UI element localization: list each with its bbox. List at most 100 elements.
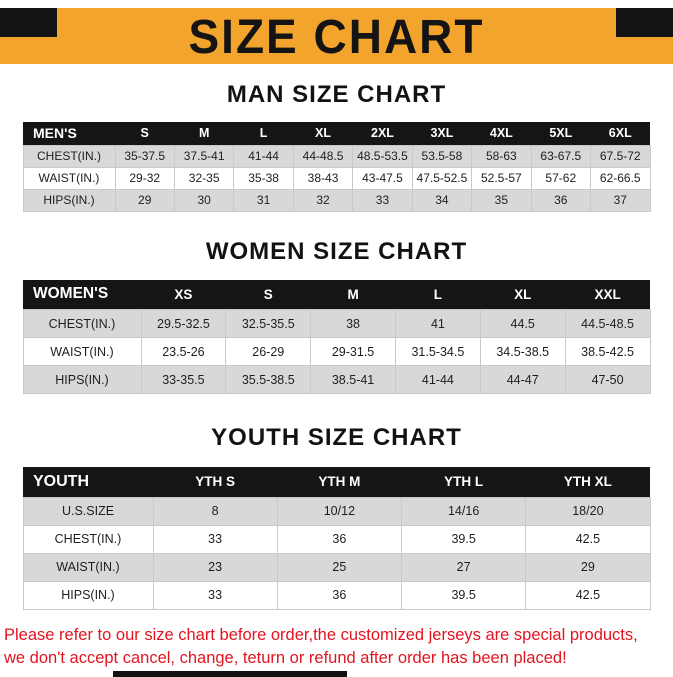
men-table-header: MEN'S S M L XL 2XL 3XL 4XL 5XL 6XL — [23, 122, 650, 145]
measurement-value: 41-44 — [233, 144, 294, 168]
measurement-value: 53.5-58 — [411, 144, 473, 168]
measurement-label: CHEST(IN.) — [22, 524, 154, 554]
women-table-header: WOMEN'S XS S M L XL XXL — [23, 279, 650, 310]
measurement-row: WAIST(IN.) 23.5-26 26-29 29-31.5 31.5-34.5 34… — [22, 337, 651, 366]
size-column-header: L — [233, 122, 294, 145]
table-corner-cell: WOMEN'S — [23, 279, 141, 310]
youth-table-body: U.S.SIZE 8 10/12 14/16 18/20 CHEST(IN.) 33 36 39… — [22, 496, 651, 610]
measurement-value: 29.5-32.5 — [140, 309, 227, 338]
women-table-body: CHEST(IN.) 29.5-32.5 32.5-35.5 38 41 44.5 44.5… — [22, 309, 651, 394]
measurement-value: 42.5 — [525, 524, 651, 554]
measurement-label: CHEST(IN.) — [22, 309, 142, 338]
measurement-value: 25 — [276, 552, 403, 582]
order-policy-note: Please refer to our size chart before or… — [4, 624, 673, 672]
measurement-row: CHEST(IN.) 33 36 39.5 42.5 — [22, 524, 651, 554]
order-policy-line-1: Please refer to our size chart before or… — [4, 625, 638, 644]
measurement-value: 29 — [525, 552, 651, 582]
measurement-value: 62-66.5 — [590, 166, 651, 190]
measurement-value: 30 — [173, 188, 235, 212]
measurement-value: 47.5-52.5 — [411, 166, 473, 190]
measurement-value: 36 — [530, 188, 592, 212]
size-column-header: M — [310, 279, 396, 310]
man-size-chart-section: MAN SIZE CHART MEN'S S M L XL 2XL 3XL 4XL 5XL 6XL… — [0, 81, 673, 212]
size-column-header: XS — [141, 279, 226, 310]
table-corner-cell: MEN'S — [23, 122, 115, 145]
measurement-value: 44.5-48.5 — [564, 309, 651, 338]
measurement-value: 32.5-35.5 — [225, 309, 312, 338]
measurement-label: WAIST(IN.) — [22, 337, 142, 366]
measurement-value: 39.5 — [400, 580, 527, 610]
measurement-label: WAIST(IN.) — [22, 166, 116, 190]
measurement-value: 44.5 — [479, 309, 566, 338]
measurement-value: 8 — [152, 496, 278, 526]
measurement-value: 47-50 — [564, 365, 651, 394]
measurement-value: 33 — [352, 188, 413, 212]
measurement-row: HIPS(IN.) 33 36 39.5 42.5 — [22, 580, 651, 610]
size-column-header: YTH L — [401, 467, 526, 497]
size-column-header: YTH M — [277, 467, 402, 497]
size-column-header: XL — [293, 122, 353, 145]
order-policy-line-2: we don't accept cancel, change, teturn o… — [4, 649, 567, 668]
measurement-value: 34.5-38.5 — [479, 337, 566, 366]
measurement-value: 33 — [152, 524, 278, 554]
measurement-value: 33-35.5 — [140, 365, 227, 394]
measurement-value: 18/20 — [525, 496, 651, 526]
measurement-row: WAIST(IN.) 29-32 32-35 35-38 38-43 43-47.5 47.… — [22, 166, 651, 190]
measurement-label: CHEST(IN.) — [22, 144, 116, 168]
measurement-label: HIPS(IN.) — [22, 580, 154, 610]
measurement-value: 58-63 — [471, 144, 532, 168]
women-size-chart-section: WOMEN SIZE CHART WOMEN'S XS S M L XL XXL CHEST… — [0, 238, 673, 394]
measurement-row: WAIST(IN.) 23 25 27 29 — [22, 552, 651, 582]
measurement-value: 41-44 — [394, 365, 481, 394]
measurement-value: 44-47 — [479, 365, 566, 394]
size-column-header: YTH S — [153, 467, 278, 497]
measurement-value: 36 — [276, 580, 403, 610]
measurement-value: 31 — [233, 188, 294, 212]
measurement-value: 29-32 — [114, 166, 175, 190]
measurement-value: 36 — [276, 524, 403, 554]
measurement-value: 34 — [411, 188, 473, 212]
table-corner-cell: YOUTH — [23, 467, 153, 497]
measurement-value: 27 — [400, 552, 527, 582]
measurement-value: 48.5-53.5 — [352, 144, 413, 168]
size-column-header: 6XL — [590, 122, 650, 145]
measurement-value: 57-62 — [530, 166, 592, 190]
measurement-value: 37 — [590, 188, 651, 212]
table-header-row: WOMEN'S XS S M L XL XXL — [23, 279, 650, 310]
measurement-value: 38.5-41 — [310, 365, 396, 394]
size-column-header: M — [174, 122, 234, 145]
measurement-value: 29 — [114, 188, 175, 212]
measurement-value: 32 — [292, 188, 354, 212]
men-table-body: CHEST(IN.) 35-37.5 37.5-41 41-44 44-48.5 48.5… — [22, 144, 651, 212]
measurement-value: 63-67.5 — [530, 144, 592, 168]
measurement-value: 37.5-41 — [173, 144, 235, 168]
measurement-row: CHEST(IN.) 35-37.5 37.5-41 41-44 44-48.5 48.5… — [22, 144, 651, 168]
size-column-header: XL — [480, 279, 566, 310]
measurement-value: 35.5-38.5 — [225, 365, 312, 394]
measurement-label: U.S.SIZE — [22, 496, 154, 526]
size-column-header: XXL — [565, 279, 650, 310]
size-column-header: S — [225, 279, 311, 310]
measurement-value: 67.5-72 — [590, 144, 651, 168]
measurement-value: 10/12 — [276, 496, 403, 526]
men-size-table: MEN'S S M L XL 2XL 3XL 4XL 5XL 6XL CHEST(IN.) 35-3… — [22, 122, 651, 212]
measurement-label: HIPS(IN.) — [22, 188, 116, 212]
size-chart-banner: SIZE CHART — [0, 8, 673, 64]
measurement-value: 38.5-42.5 — [564, 337, 651, 366]
measurement-row: U.S.SIZE 8 10/12 14/16 18/20 — [22, 496, 651, 526]
measurement-value: 52.5-57 — [471, 166, 532, 190]
measurement-value: 38-43 — [292, 166, 354, 190]
measurement-value: 23 — [152, 552, 278, 582]
measurement-value: 44-48.5 — [292, 144, 354, 168]
measurement-value: 26-29 — [225, 337, 312, 366]
measurement-value: 14/16 — [400, 496, 527, 526]
measurement-value: 35-38 — [233, 166, 294, 190]
measurement-value: 23.5-26 — [140, 337, 227, 366]
measurement-label: WAIST(IN.) — [22, 552, 154, 582]
youth-size-table: YOUTH YTH S YTH M YTH L YTH XL U.S.SIZE 8 10/1… — [22, 467, 651, 610]
size-column-header: 2XL — [352, 122, 413, 145]
measurement-value: 42.5 — [525, 580, 651, 610]
size-column-header: S — [115, 122, 175, 145]
measurement-value: 32-35 — [173, 166, 235, 190]
women-size-table: WOMEN'S XS S M L XL XXL CHEST(IN.) 29.5-32.5 32.… — [22, 279, 651, 394]
